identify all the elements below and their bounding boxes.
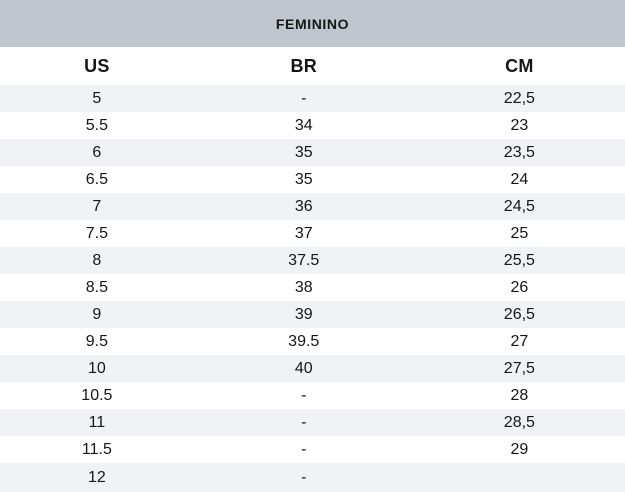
table-row: 8.5 38 26 bbox=[0, 274, 625, 301]
table-body: 5 - 22,5 5.5 34 23 6 35 23,5 6.5 35 24 7… bbox=[0, 85, 625, 492]
table-cell-br: - bbox=[193, 409, 414, 436]
table-row: 6.5 35 24 bbox=[0, 166, 625, 193]
table-title: FEMININO bbox=[275, 15, 350, 32]
table-cell-br: 40 bbox=[193, 355, 414, 382]
table-cell-us: 5.5 bbox=[0, 112, 194, 139]
table-cell-cm: 23 bbox=[413, 112, 625, 139]
table-cell-br: 34 bbox=[193, 112, 414, 139]
table-cell-cm: 26 bbox=[413, 274, 625, 301]
table-cell-br: 38 bbox=[193, 274, 414, 301]
table-cell-cm bbox=[413, 463, 625, 492]
table-cell-cm: 25,5 bbox=[413, 247, 625, 274]
table-row: 7 36 24,5 bbox=[0, 193, 625, 220]
table-cell-us: 11 bbox=[0, 409, 194, 436]
table-row: 11 - 28,5 bbox=[0, 409, 625, 436]
table-cell-cm: 27,5 bbox=[413, 355, 625, 382]
table-cell-us: 10.5 bbox=[0, 382, 194, 409]
table-cell-br: - bbox=[193, 85, 414, 112]
table-cell-br: - bbox=[193, 382, 414, 409]
table-cell-us: 6 bbox=[0, 139, 194, 166]
table-cell-us: 6.5 bbox=[0, 166, 194, 193]
table-cell-br: 37.5 bbox=[193, 247, 414, 274]
table-cell-cm: 24 bbox=[413, 166, 625, 193]
table-row: 12 - bbox=[0, 463, 625, 492]
table-cell-us: 9 bbox=[0, 301, 194, 328]
table-cell-us: 7 bbox=[0, 193, 194, 220]
table-row: 10 40 27,5 bbox=[0, 355, 625, 382]
header-row: US BR CM bbox=[0, 47, 625, 85]
table-cell-cm: 26,5 bbox=[413, 301, 625, 328]
size-table: US BR CM 5 - 22,5 5.5 34 23 6 35 23,5 6.… bbox=[0, 47, 625, 492]
table-cell-cm: 29 bbox=[413, 436, 625, 463]
table-cell-br: - bbox=[193, 463, 414, 492]
table-cell-us: 10 bbox=[0, 355, 194, 382]
table-cell-br: 35 bbox=[193, 166, 414, 193]
table-row: 9.5 39.5 27 bbox=[0, 328, 625, 355]
table-cell-us: 9.5 bbox=[0, 328, 194, 355]
table-cell-br: 35 bbox=[193, 139, 414, 166]
table-header: US BR CM bbox=[0, 47, 625, 85]
table-cell-cm: 25 bbox=[413, 220, 625, 247]
table-cell-br: 39 bbox=[193, 301, 414, 328]
table-cell-us: 8 bbox=[0, 247, 194, 274]
table-row: 11.5 - 29 bbox=[0, 436, 625, 463]
table-cell-cm: 23,5 bbox=[413, 139, 625, 166]
table-cell-us: 7.5 bbox=[0, 220, 194, 247]
table-title-band: FEMININO bbox=[0, 0, 625, 47]
column-header-us: US bbox=[0, 47, 194, 85]
table-cell-cm: 27 bbox=[413, 328, 625, 355]
table-cell-us: 11.5 bbox=[0, 436, 194, 463]
table-cell-br: 37 bbox=[193, 220, 414, 247]
table-cell-us: 12 bbox=[0, 463, 194, 492]
table-row: 10.5 - 28 bbox=[0, 382, 625, 409]
table-cell-cm: 28 bbox=[413, 382, 625, 409]
column-header-cm: CM bbox=[413, 47, 625, 85]
table-row: 8 37.5 25,5 bbox=[0, 247, 625, 274]
table-cell-us: 5 bbox=[0, 85, 194, 112]
table-cell-cm: 28,5 bbox=[413, 409, 625, 436]
table-row: 5 - 22,5 bbox=[0, 85, 625, 112]
column-header-br: BR bbox=[193, 47, 414, 85]
table-row: 7.5 37 25 bbox=[0, 220, 625, 247]
table-cell-us: 8.5 bbox=[0, 274, 194, 301]
table-cell-br: - bbox=[193, 436, 414, 463]
table-cell-br: 36 bbox=[193, 193, 414, 220]
table-cell-br: 39.5 bbox=[193, 328, 414, 355]
table-cell-cm: 22,5 bbox=[413, 85, 625, 112]
table-row: 9 39 26,5 bbox=[0, 301, 625, 328]
table-row: 6 35 23,5 bbox=[0, 139, 625, 166]
table-row: 5.5 34 23 bbox=[0, 112, 625, 139]
table-cell-cm: 24,5 bbox=[413, 193, 625, 220]
